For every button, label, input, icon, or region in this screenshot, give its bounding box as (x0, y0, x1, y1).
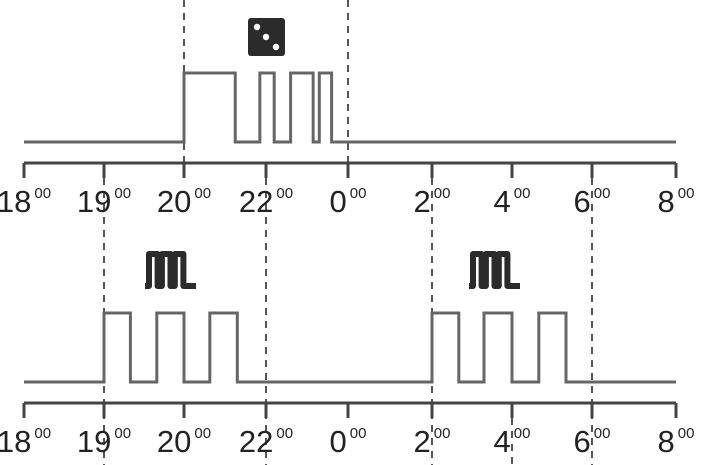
tick-label: 0 00 (330, 424, 367, 459)
tick-label: 6 00 (574, 424, 611, 459)
tick-hour: 8 (658, 424, 675, 459)
tick-minutes: 00 (114, 425, 131, 442)
tick-minutes: 00 (34, 425, 51, 442)
tick-hour: 22 (239, 424, 273, 459)
tick-minutes: 00 (514, 185, 531, 202)
tick-hour: 22 (239, 184, 273, 219)
dice-icon (248, 18, 285, 56)
tick-label: 22 00 (239, 184, 293, 219)
timeline-1: 18 00 19 00 20 00 22 00 0 00 2 00 4 00 6 00 8 00 (0, 18, 694, 219)
pulse-wave-glyph (469, 251, 520, 289)
tick-label: 6 00 (574, 184, 611, 219)
tick-label: 18 00 (0, 184, 51, 219)
tick-label: 0 00 (330, 184, 367, 219)
tick-label: 18 00 (0, 424, 51, 459)
tick-hour: 2 (414, 424, 431, 459)
tick-minutes: 00 (34, 185, 51, 202)
tick-minutes: 00 (678, 425, 695, 442)
tick-hour: 0 (330, 424, 347, 459)
tick-label: 22 00 (239, 424, 293, 459)
tick-hour: 4 (494, 184, 511, 219)
pulse-wave-icon (469, 251, 520, 289)
tick-hour: 4 (494, 424, 511, 459)
tick-minutes: 00 (350, 185, 367, 202)
tick-label: 8 00 (658, 184, 695, 219)
tick-label: 20 00 (157, 424, 211, 459)
tick-minutes: 00 (194, 425, 211, 442)
tick-hour: 6 (574, 424, 591, 459)
tick-minutes: 00 (350, 425, 367, 442)
pulse-wave-glyph (145, 251, 196, 289)
tick-minutes: 00 (594, 185, 611, 202)
tick-minutes: 00 (594, 425, 611, 442)
tick-hour: 20 (157, 424, 191, 459)
tick-label: 8 00 (658, 424, 695, 459)
tick-label: 4 00 (494, 184, 531, 219)
tick-label: 2 00 (414, 424, 451, 459)
tick-minutes: 00 (276, 425, 293, 442)
tick-minutes: 00 (434, 185, 451, 202)
tick-hour: 6 (574, 184, 591, 219)
tick-minutes: 00 (514, 425, 531, 442)
pulse-wave-icon (145, 251, 196, 289)
tick-hour: 19 (77, 424, 111, 459)
tick-minutes: 00 (434, 425, 451, 442)
tick-hour: 20 (157, 184, 191, 219)
tick-minutes: 00 (114, 185, 131, 202)
tick-minutes: 00 (678, 185, 695, 202)
tick-hour: 2 (414, 184, 431, 219)
signal-waveform (24, 311, 676, 384)
tick-minutes: 00 (276, 185, 293, 202)
dice-pip (272, 43, 280, 51)
tick-hour: 18 (0, 424, 31, 459)
tick-minutes: 00 (194, 185, 211, 202)
tick-label: 2 00 (414, 184, 451, 219)
tick-hour: 19 (77, 184, 111, 219)
signal-waveform (24, 71, 676, 144)
tick-hour: 18 (0, 184, 31, 219)
tick-label: 19 00 (77, 184, 131, 219)
dice-pip (262, 33, 270, 41)
tick-label: 20 00 (157, 184, 211, 219)
tick-label: 19 00 (77, 424, 131, 459)
tick-label: 4 00 (494, 424, 531, 459)
tick-hour: 0 (330, 184, 347, 219)
dice-pip (253, 23, 261, 31)
tick-hour: 8 (658, 184, 675, 219)
timeline-2: 18 00 19 00 20 00 22 00 0 00 2 00 4 00 6 00 8 00 (0, 251, 695, 459)
